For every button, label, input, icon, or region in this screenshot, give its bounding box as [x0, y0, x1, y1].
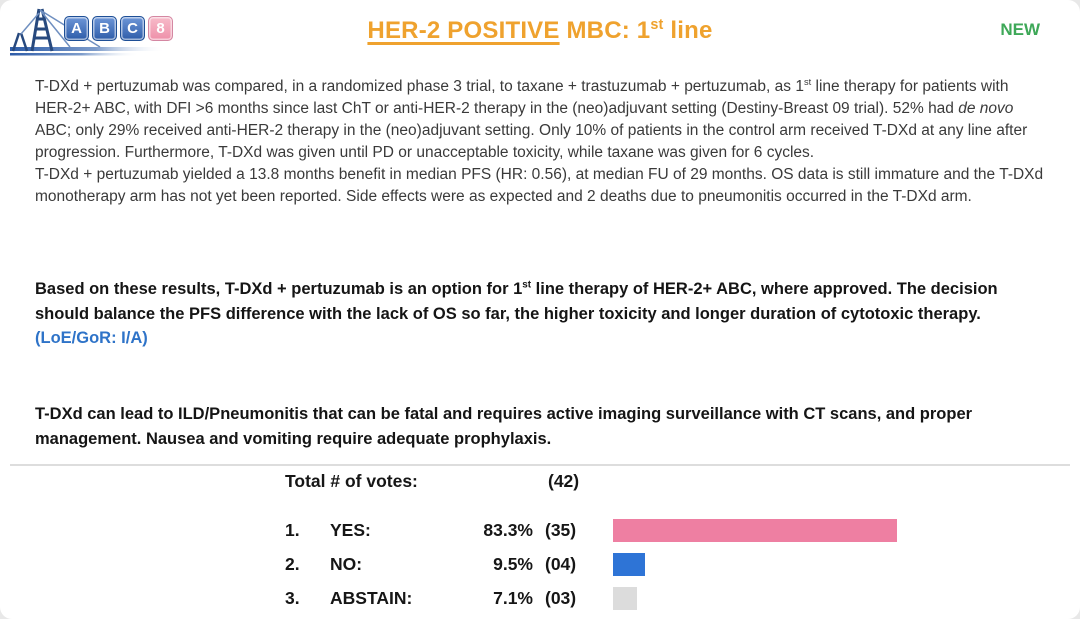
- page-title: HER-2 POSITIVE MBC: 1st line: [0, 17, 1080, 45]
- logo-letter-a: A: [64, 16, 89, 41]
- vote-label: NO:: [330, 553, 363, 574]
- vote-percent: 7.1%: [493, 587, 533, 608]
- bridge-icon: [10, 8, 166, 56]
- vote-row-abstain: 3. ABSTAIN: 7.1% (03): [285, 585, 637, 611]
- recommendation-paragraph: Based on these results, T-DXd + pertuzum…: [35, 277, 1051, 326]
- votes-total-label: Total # of votes:: [285, 471, 418, 491]
- p1-seg2: line therapy for patients with HER-2+ AB…: [35, 78, 1009, 117]
- logo-letter-b: B: [92, 16, 117, 41]
- vote-bar-no: [613, 552, 645, 576]
- logo-letter-c: C: [120, 16, 145, 41]
- title-tail: line: [663, 17, 713, 44]
- rec-superscript: st: [522, 279, 532, 291]
- loe-gor-line: (LoE/GoR: I/A): [35, 329, 148, 347]
- p1-superscript: st: [803, 76, 812, 87]
- p1-italic-de-novo: de novo: [958, 100, 1014, 117]
- abc8-blocks: A B C 8: [64, 16, 173, 41]
- recommendation-text: Based on these results, T-DXd + pertuzum…: [35, 277, 1051, 351]
- logo-number-8: 8: [148, 16, 173, 41]
- title-superscript: st: [650, 17, 664, 33]
- votes-total-value: (42): [548, 471, 580, 491]
- title-rest: MBC: 1: [559, 17, 651, 44]
- vote-count: (03): [545, 587, 577, 608]
- vote-row-yes: 1. YES: 83.3% (35): [285, 517, 897, 543]
- new-badge: NEW: [1000, 20, 1040, 39]
- rec-seg1: Based on these results, T-DXd + pertuzum…: [35, 280, 523, 298]
- title-underlined: HER-2 POSITIVE: [367, 17, 560, 44]
- vote-num: 1.: [285, 519, 300, 540]
- abc8-logo: A B C 8: [8, 6, 173, 62]
- vote-label: ABSTAIN:: [330, 587, 413, 608]
- summary-paragraph-2: T-DXd + pertuzumab yielded a 13.8 months…: [35, 166, 1044, 205]
- vote-row-no: 2. NO: 9.5% (04): [285, 551, 645, 577]
- votes-header: Total # of votes: (42): [285, 471, 1075, 495]
- trial-summary-text: T-DXd + pertuzumab was compared, in a ra…: [35, 76, 1049, 208]
- warning-text: T-DXd can lead to ILD/Pneumonitis that c…: [35, 405, 973, 448]
- vote-count: (35): [545, 519, 577, 540]
- vote-num: 2.: [285, 553, 300, 574]
- vote-percent: 9.5%: [493, 553, 533, 574]
- vote-count: (04): [545, 553, 577, 574]
- p1-seg3: ABC; only 29% received anti-HER-2 therap…: [35, 122, 1028, 161]
- section-divider: [10, 464, 1070, 466]
- p1-seg1: T-DXd + pertuzumab was compared, in a ra…: [35, 78, 804, 95]
- summary-paragraph-1: T-DXd + pertuzumab was compared, in a ra…: [35, 76, 1049, 164]
- vote-bar-yes: [613, 518, 897, 542]
- vote-percent: 83.3%: [483, 519, 533, 540]
- voting-results: Total # of votes: (42) 1. YES: 83.3% (35…: [285, 471, 1075, 610]
- vote-bar-abstain: [613, 586, 637, 610]
- rec-seg2: line therapy of HER-2+ ABC, where approv…: [35, 280, 998, 323]
- vote-num: 3.: [285, 587, 300, 608]
- vote-label: YES:: [330, 519, 371, 540]
